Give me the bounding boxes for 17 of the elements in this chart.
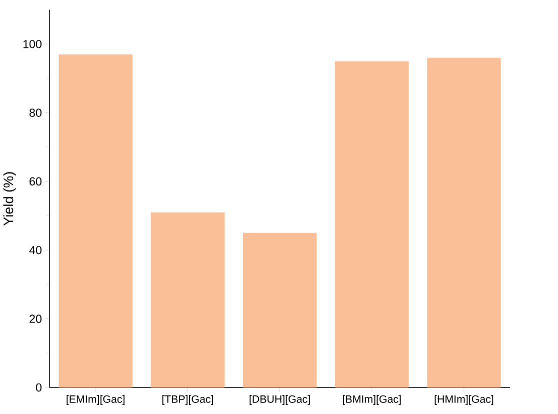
y-tick-label: 100 xyxy=(23,40,42,48)
x-tick-label: [EMIm][Gac] xyxy=(66,395,124,406)
bar xyxy=(58,54,132,388)
x-tick-label: [BMIm][Gac] xyxy=(342,395,401,406)
y-tick-label: 0 xyxy=(36,383,42,392)
bar xyxy=(242,233,317,388)
bar xyxy=(427,58,501,388)
x-tick-label: [TBP][Gac] xyxy=(162,395,214,406)
y-tick-label: 20 xyxy=(30,314,42,324)
y-tick-label: 40 xyxy=(29,246,42,254)
x-tick-label: [HMIm][Gac] xyxy=(434,395,494,406)
bar xyxy=(335,61,409,388)
y-tick-label: 80 xyxy=(30,108,42,117)
y-tick-label: 60 xyxy=(30,177,42,186)
y-axis-title: Yield (%) xyxy=(3,172,16,226)
x-tick-label: [DBUH][Gac] xyxy=(250,395,310,406)
bar xyxy=(150,212,225,388)
